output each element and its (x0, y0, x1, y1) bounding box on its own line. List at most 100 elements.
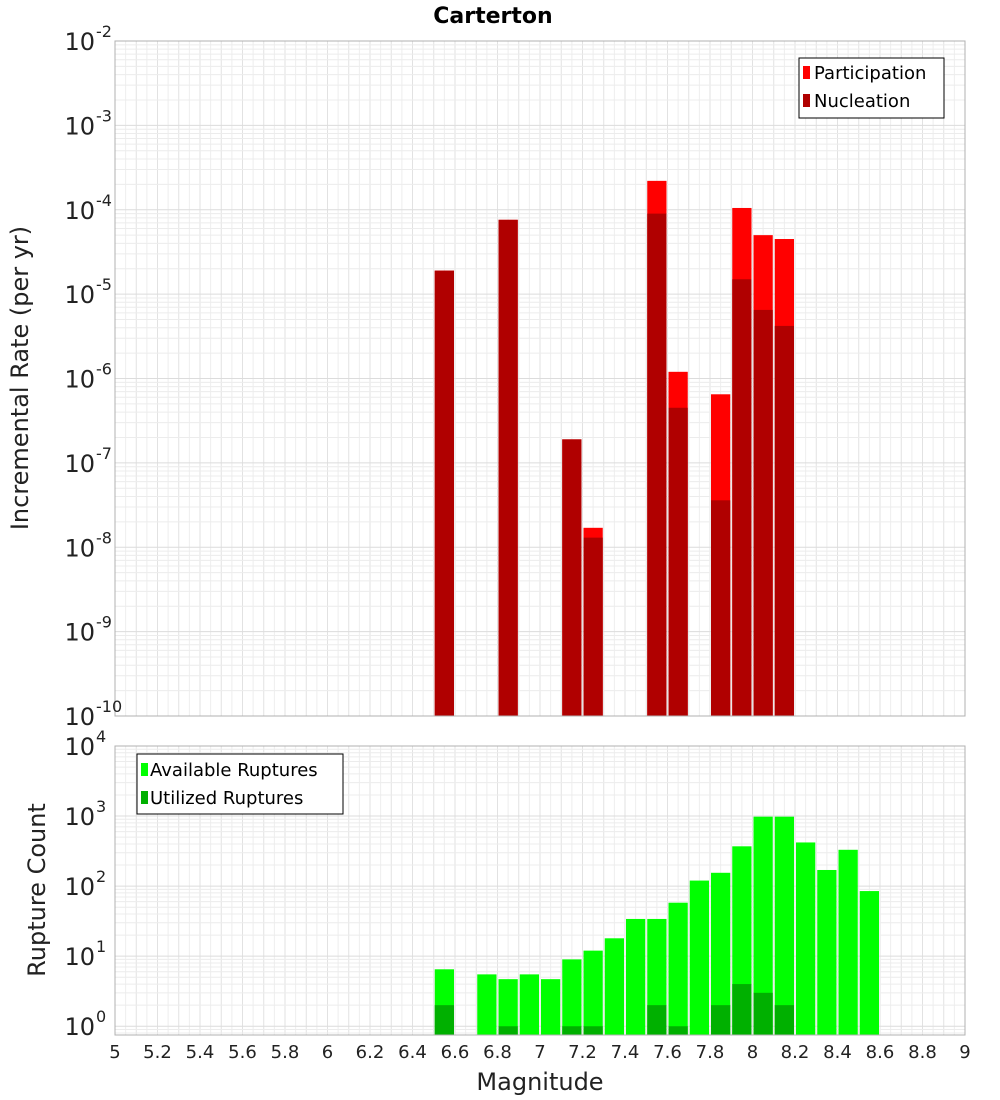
rate-bars (434, 180, 794, 717)
y-tick-exponent: -2 (96, 22, 112, 41)
x-tick-label: 6.2 (356, 1042, 385, 1063)
count-legend: Available Ruptures Utilized Ruptures (136, 753, 344, 815)
y-tick-base: 10 (64, 534, 95, 562)
x-tick-label: 6.4 (398, 1042, 427, 1063)
utilized-ruptures-bar (562, 1026, 582, 1035)
y-tick-base: 10 (64, 803, 95, 831)
y-tick-label: 10 4 (64, 727, 106, 761)
y-tick-label: 10 -4 (64, 191, 112, 225)
y-tick-label: 10 -10 (64, 697, 122, 731)
y-tick-label: 10 -6 (64, 360, 112, 394)
y-tick-label: 10 0 (64, 1007, 106, 1041)
available-ruptures-bar (774, 816, 794, 1035)
x-tick-label: 8.8 (908, 1042, 937, 1063)
utilized-ruptures-bar (753, 992, 773, 1035)
available-ruptures-bar (541, 979, 561, 1035)
y-tick-label: 10 -8 (64, 528, 112, 562)
y-tick-base: 10 (64, 366, 95, 394)
nucleation-bar (647, 213, 667, 717)
available-ruptures-bar (498, 979, 518, 1035)
available-ruptures-bar (477, 974, 497, 1035)
x-tick-label: 9 (959, 1042, 970, 1063)
y-tick-label: 10 -9 (64, 613, 112, 647)
count-bars (434, 816, 879, 1035)
y-tick-label: 10 -3 (64, 106, 112, 140)
participation-legend-swatch (803, 66, 810, 79)
nucleation-bar (498, 219, 518, 717)
y-tick-exponent: -5 (96, 275, 112, 294)
y-tick-exponent: -4 (96, 191, 112, 210)
y-tick-exponent: 0 (96, 1007, 106, 1026)
available-ruptures-bar (796, 842, 816, 1035)
rate-legend-box (798, 57, 945, 119)
y-tick-label: 10 1 (64, 937, 106, 971)
x-tick-label: 6 (322, 1042, 333, 1063)
x-tick-label: 5 (109, 1042, 120, 1063)
y-tick-label: 10 3 (64, 797, 106, 831)
x-tick-label: 7.6 (653, 1042, 682, 1063)
available-ruptures-bar (519, 974, 539, 1035)
utilized-legend-swatch (141, 791, 148, 804)
available-ruptures-bar (626, 918, 646, 1035)
y-tick-base: 10 (64, 112, 95, 140)
count-plot-frame (114, 745, 966, 1036)
y-tick-exponent: -9 (96, 613, 112, 632)
chart-title: Carterton (433, 4, 552, 29)
y-tick-exponent: 4 (96, 727, 106, 746)
y-tick-label: 10 2 (64, 867, 106, 901)
magnitude-x-axis-label: Magnitude (476, 1068, 603, 1096)
x-tick-label: 8.6 (866, 1042, 895, 1063)
utilized-ruptures-bar (647, 1005, 667, 1035)
available-ruptures-bar (689, 880, 709, 1035)
y-tick-exponent: -3 (96, 106, 112, 125)
rate-legend: Participation Nucleation (798, 57, 945, 119)
utilized-ruptures-bar (498, 1026, 518, 1035)
x-tick-label: 8.2 (781, 1042, 810, 1063)
y-tick-exponent: 1 (96, 937, 106, 956)
y-tick-label: 10 -5 (64, 275, 112, 309)
y-tick-exponent: -10 (96, 697, 122, 716)
y-tick-label: 10 -2 (64, 22, 112, 56)
rate-y-axis-label: Incremental Rate (per yr) (6, 226, 34, 530)
x-tick-label: 5.4 (186, 1042, 215, 1063)
nucleation-bar (562, 439, 582, 716)
y-tick-base: 10 (64, 450, 95, 478)
nucleation-bar (668, 407, 688, 716)
x-tick-label: 6.8 (483, 1042, 512, 1063)
x-tick-label: 5.6 (228, 1042, 257, 1063)
y-tick-exponent: 2 (96, 867, 106, 886)
available-ruptures-bar (668, 902, 688, 1035)
nucleation-bar (753, 309, 773, 716)
available-ruptures-bar (753, 816, 773, 1035)
nucleation-bar (583, 537, 603, 716)
utilized-ruptures-bar (711, 1005, 731, 1035)
x-tick-label: 8.4 (823, 1042, 852, 1063)
y-tick-base: 10 (64, 703, 95, 731)
available-ruptures-bar (817, 869, 837, 1035)
x-tick-label: 7 (534, 1042, 545, 1063)
nucleation-bar (434, 270, 454, 716)
y-tick-base: 10 (64, 943, 95, 971)
y-tick-base: 10 (64, 281, 95, 309)
y-tick-label: 10 -7 (64, 444, 112, 478)
available-ruptures-bar (859, 891, 879, 1035)
magnitude-x-tick-labels: 5 5.2 5.4 5.6 5.8 6 6.2 6.4 6.6 6.8 7 7.2 7.4 7.6 7.8 8… (109, 1042, 970, 1063)
count-legend-box (136, 753, 344, 815)
y-tick-exponent: -7 (96, 444, 112, 463)
nucleation-legend-swatch (803, 94, 810, 107)
available-legend-swatch (141, 763, 148, 776)
y-tick-base: 10 (64, 733, 95, 761)
x-tick-label: 6.6 (441, 1042, 470, 1063)
utilized-ruptures-bar (732, 984, 752, 1035)
x-tick-label: 7.4 (611, 1042, 640, 1063)
y-tick-base: 10 (64, 197, 95, 225)
y-tick-exponent: -8 (96, 528, 112, 547)
nucleation-bar (732, 279, 752, 716)
participation-legend-label: Participation (814, 63, 926, 84)
rate-grid (114, 41, 966, 717)
y-tick-base: 10 (64, 1013, 95, 1041)
